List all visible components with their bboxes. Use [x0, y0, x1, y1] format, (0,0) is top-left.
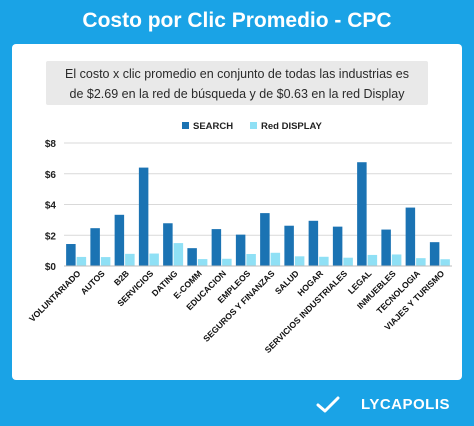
- bar-search: [163, 223, 173, 266]
- bar-search: [187, 248, 197, 266]
- bar-search: [429, 242, 440, 266]
- y-tick-label: $8: [45, 139, 57, 150]
- bar-display: [125, 253, 135, 266]
- bar-search: [357, 162, 367, 266]
- bar-display: [197, 259, 208, 266]
- lycapolis-logo-icon: [316, 396, 340, 413]
- legend-label: Red DISPLAY: [261, 121, 323, 132]
- bar-search: [66, 244, 76, 266]
- bar-display: [343, 257, 353, 266]
- bar-search: [114, 214, 125, 266]
- bar-display: [270, 252, 281, 266]
- bar-search: [138, 167, 149, 266]
- bar-display: [416, 258, 426, 266]
- subtitle-line-2: de $2.69 en la red de búsqueda y de $0.6…: [69, 87, 405, 101]
- bar-search: [332, 226, 343, 266]
- subtitle-box: El costo x clic promedio en conjunto de …: [46, 61, 428, 105]
- footer: LYCAPOLIS: [0, 380, 474, 426]
- brand-logo: LYCAPOLIS: [361, 396, 450, 413]
- bar-search: [235, 234, 246, 266]
- x-tick-label: B2B: [112, 268, 131, 287]
- y-tick-label: $4: [45, 201, 57, 212]
- bar-display: [391, 254, 402, 266]
- bar-search: [381, 229, 391, 266]
- y-tick-label: $2: [45, 231, 57, 242]
- bar-display: [149, 253, 159, 266]
- bar-search: [90, 228, 100, 266]
- bar-search: [260, 213, 270, 266]
- bar-display: [222, 258, 232, 266]
- bar-search: [211, 229, 222, 266]
- y-tick-label: $6: [45, 170, 57, 181]
- bar-display: [100, 257, 111, 266]
- legend-label: SEARCH: [193, 121, 233, 132]
- y-tick-label: $0: [45, 262, 57, 273]
- page-title: Costo por Clic Promedio - CPC: [82, 9, 392, 32]
- bar-display: [440, 259, 450, 266]
- bar-display: [246, 254, 256, 266]
- x-tick-label: VOLUNTARIADO: [27, 268, 83, 324]
- bar-search: [284, 225, 294, 266]
- bar-search: [308, 220, 319, 266]
- x-tick-label: AUTOS: [79, 268, 107, 296]
- bar-display: [367, 254, 378, 266]
- bar-display: [294, 256, 305, 266]
- subtitle-line-1: El costo x clic promedio en conjunto de …: [65, 67, 409, 81]
- legend-swatch: [182, 122, 189, 129]
- bar-display: [319, 256, 329, 266]
- legend-swatch: [250, 122, 257, 129]
- bar-display: [76, 256, 87, 266]
- bar-display: [173, 243, 184, 266]
- bar-search: [405, 207, 416, 266]
